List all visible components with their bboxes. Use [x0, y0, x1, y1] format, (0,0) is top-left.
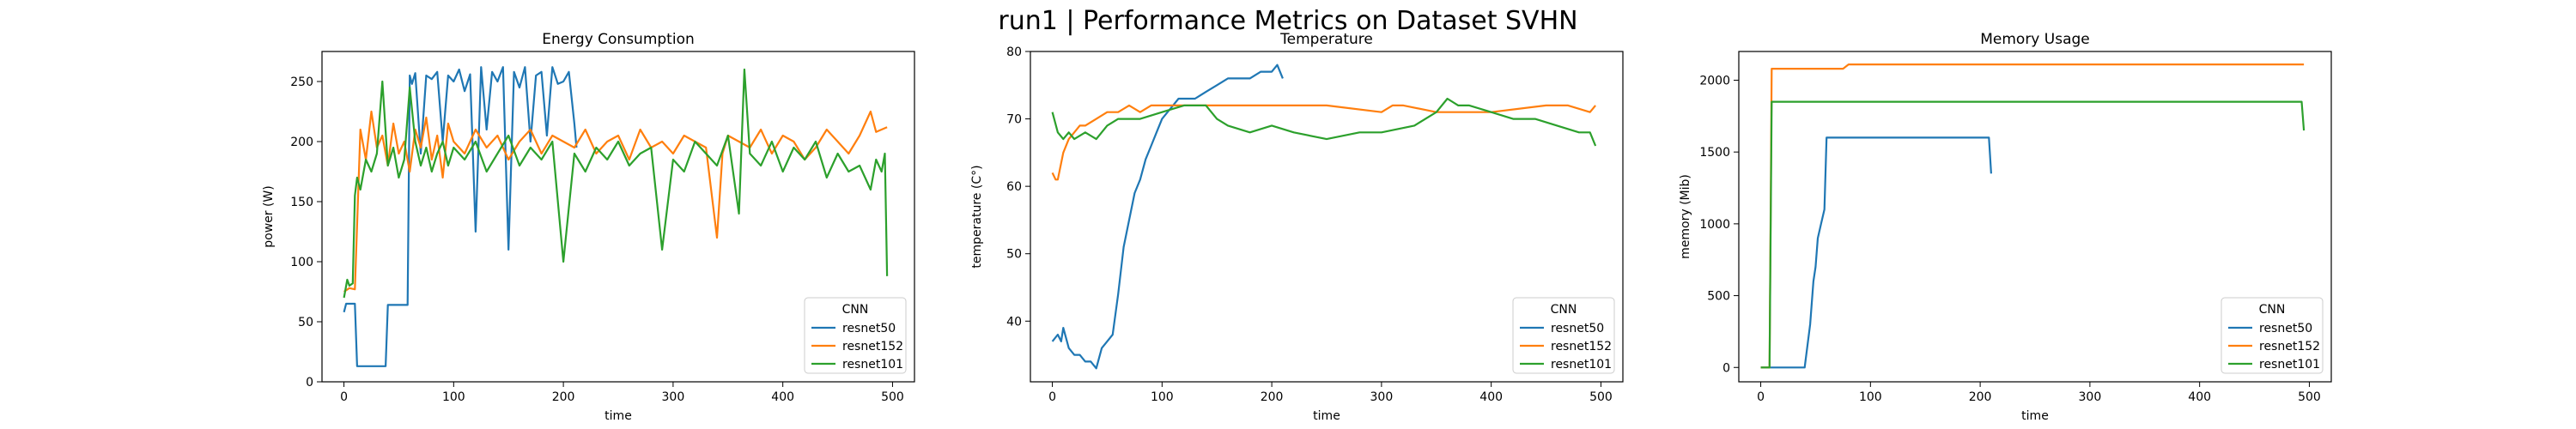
legend-box [804, 297, 907, 374]
x-tick-label: 300 [2079, 390, 2102, 404]
y-tick-label: 150 [290, 196, 313, 209]
series-line-resnet101 [343, 68, 889, 299]
y-tick-label: 80 [1006, 45, 1022, 59]
legend-entry-resnet101: resnet101 [2259, 358, 2320, 372]
x-tick-label: 500 [1589, 390, 1613, 404]
y-tick-label: 0 [306, 376, 313, 390]
x-tick-label: 200 [1969, 390, 1992, 404]
legend-entry-resnet50: resnet50 [2259, 322, 2312, 335]
x-tick-label: 500 [881, 390, 904, 404]
legend-entry-resnet50: resnet50 [842, 322, 896, 335]
series-line-resnet101 [1760, 100, 2306, 369]
y-tick-label: 1000 [1699, 218, 1730, 232]
x-axis-label: time [605, 409, 632, 423]
y-axis-label: memory (Mib) [1679, 174, 1692, 259]
chart-panel-0: Energy Consumption 0 100 200 300 400 500 0 50 100… [262, 31, 915, 423]
x-tick-label: 100 [1151, 390, 1174, 404]
y-tick-label: 50 [1006, 248, 1022, 262]
y-tick-label: 70 [1006, 113, 1022, 127]
x-tick-label: 0 [340, 390, 348, 404]
legend-box [2221, 297, 2324, 374]
chart-panel-2: Memory Usage 0 100 200 300 400 500 0 500 1000 1500… [1679, 31, 2332, 423]
x-tick-label: 100 [442, 390, 465, 404]
x-tick-label: 400 [1479, 390, 1503, 404]
axes-frame [321, 51, 915, 383]
legend-title: CNN [1551, 303, 1577, 317]
axes-frame [1030, 51, 1624, 383]
y-tick-label: 100 [290, 256, 313, 269]
series-line-resnet152 [1051, 104, 1596, 181]
x-tick-label: 300 [662, 390, 685, 404]
legend-title: CNN [842, 303, 869, 317]
series-line-resnet50 [343, 66, 578, 367]
axes-frame [1738, 51, 2332, 383]
legend-title: CNN [2259, 303, 2286, 317]
series-line-resnet50 [1051, 63, 1284, 370]
series-line-resnet152 [343, 110, 888, 293]
chart-title: Memory Usage [1980, 31, 2090, 48]
x-axis-label: time [2021, 409, 2049, 423]
legend-entry-resnet152: resnet152 [842, 340, 903, 353]
x-tick-label: 300 [1370, 390, 1394, 404]
legend-entry-resnet152: resnet152 [1551, 340, 1612, 353]
y-tick-label: 50 [298, 316, 313, 329]
y-tick-label: 0 [1722, 361, 1730, 375]
x-tick-label: 200 [552, 390, 575, 404]
x-tick-label: 0 [1757, 390, 1765, 404]
y-tick-label: 2000 [1699, 74, 1730, 88]
legend-entry-resnet50: resnet50 [1551, 322, 1604, 335]
legend-entry-resnet101: resnet101 [1551, 358, 1612, 372]
x-tick-label: 0 [1048, 390, 1056, 404]
legend-box [1512, 297, 1615, 374]
chart-panel-1: Temperature 0 100 200 300 400 500 40 50 60 70 80 tim… [970, 31, 1624, 423]
y-axis-label: power (W) [262, 185, 276, 248]
y-tick-label: 250 [290, 76, 313, 89]
y-tick-label: 40 [1006, 315, 1022, 329]
chart-title: Energy Consumption [542, 31, 695, 48]
legend-entry-resnet101: resnet101 [842, 358, 903, 372]
y-tick-label: 500 [1707, 290, 1730, 304]
y-axis-label: temperature (C°) [970, 165, 984, 268]
chart-title: Temperature [1279, 31, 1373, 48]
series-line-resnet50 [1760, 136, 1992, 369]
series-line-resnet101 [1051, 97, 1597, 147]
y-tick-label: 200 [290, 136, 313, 149]
x-tick-label: 200 [1261, 390, 1284, 404]
x-tick-label: 400 [771, 390, 794, 404]
y-tick-label: 1500 [1699, 146, 1730, 160]
x-tick-label: 400 [2188, 390, 2211, 404]
x-tick-label: 100 [1859, 390, 1882, 404]
figure-suptitle: run1 | Performance Metrics on Dataset SV… [998, 6, 1577, 36]
x-axis-label: time [1313, 409, 1340, 423]
legend-entry-resnet152: resnet152 [2259, 340, 2320, 353]
x-tick-label: 500 [2298, 390, 2321, 404]
y-tick-label: 60 [1006, 180, 1022, 194]
